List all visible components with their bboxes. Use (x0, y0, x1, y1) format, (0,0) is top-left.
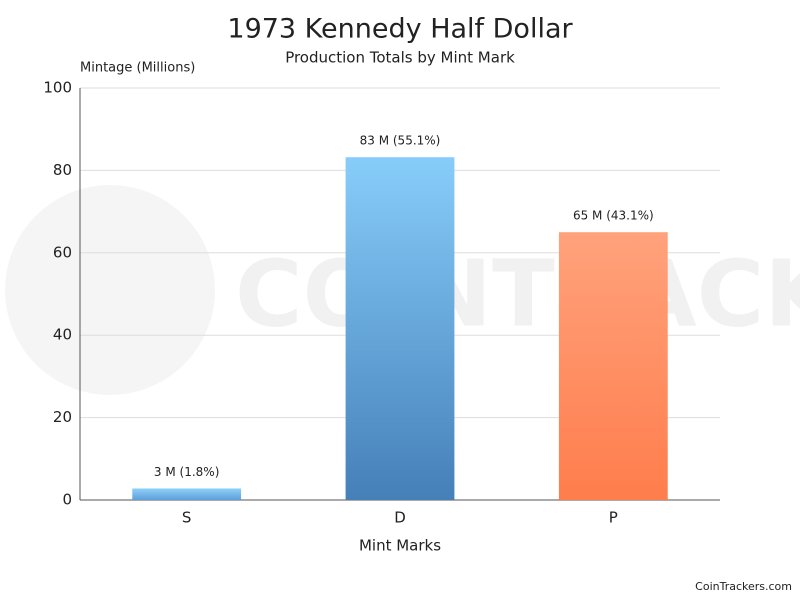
y-tick-label: 80 (53, 161, 72, 179)
y-tick-label: 40 (53, 326, 72, 344)
value-label: 3 M (1.8%) (154, 465, 219, 479)
y-tick-label: 100 (43, 79, 72, 97)
y-tick-label: 20 (53, 408, 72, 426)
bar (345, 157, 455, 500)
x-tick-label: P (609, 509, 618, 527)
y-tick-label: 0 (62, 491, 72, 509)
watermark-logo (5, 185, 215, 395)
credit: CoinTrackers.com (695, 580, 792, 593)
bar (132, 488, 242, 500)
x-tick-label: D (394, 509, 406, 527)
y-axis-label: Mintage (Millions) (80, 61, 195, 76)
value-label: 65 M (43.1%) (573, 209, 654, 223)
y-tick-label: 60 (53, 243, 72, 261)
chart-subtitle: Production Totals by Mint Mark (285, 49, 515, 67)
bar (558, 232, 668, 500)
value-label: 83 M (55.1%) (360, 134, 441, 148)
x-axis-label: Mint Marks (359, 537, 441, 555)
chart-title: 1973 Kennedy Half Dollar (227, 14, 573, 45)
watermark: COINTRACKERS (235, 240, 800, 347)
x-tick-label: S (182, 509, 192, 527)
